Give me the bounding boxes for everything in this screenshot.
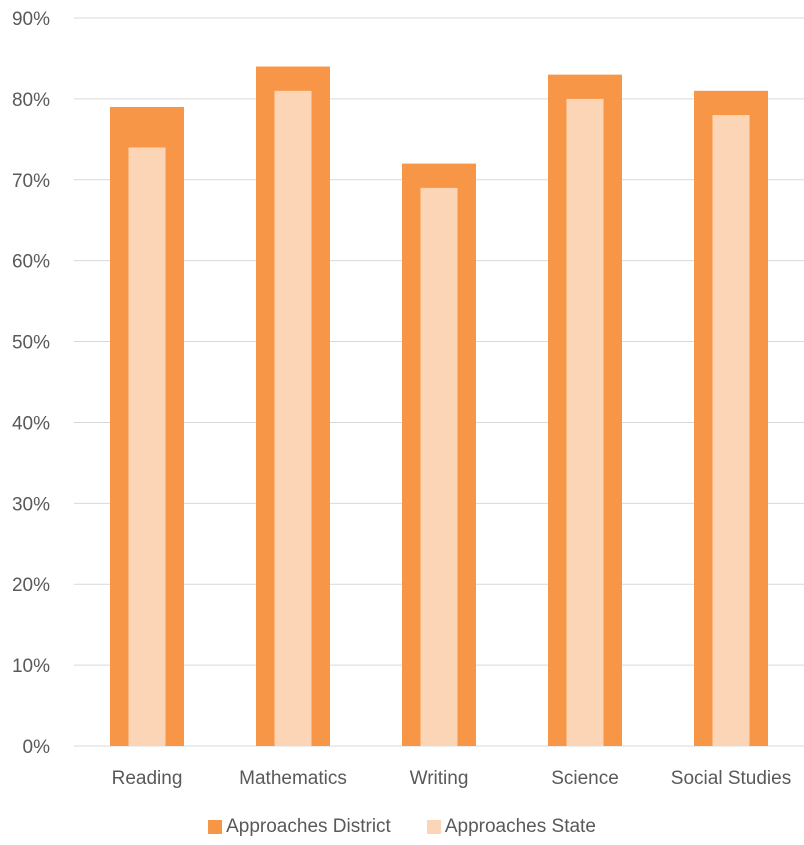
x-tick-label: Mathematics: [239, 768, 347, 789]
y-tick-label: 30%: [12, 494, 50, 515]
x-tick-label: Social Studies: [671, 768, 791, 789]
bar-chart: 0% 10% 20% 30% 40% 50% 60% 70% 80% 90% Reading Math…: [12, 9, 804, 789]
y-tick-label: 10%: [12, 656, 50, 677]
y-tick-label: 40%: [12, 413, 50, 434]
y-tick-label: 70%: [12, 171, 50, 192]
legend-swatch-state: [426, 820, 441, 834]
legend-swatch-district: [208, 820, 223, 834]
x-tick-label: Reading: [112, 768, 183, 789]
y-tick-label: 80%: [12, 90, 50, 111]
y-tick-label: 0%: [23, 737, 51, 758]
legend: Approaches District Approaches State: [0, 812, 804, 842]
bar-state-social-studies: [712, 115, 750, 747]
bar-state-science: [566, 98, 604, 746]
y-tick-label: 50%: [12, 333, 50, 354]
legend-label-district: Approaches District: [226, 816, 391, 837]
x-tick-label: Science: [551, 768, 619, 789]
y-tick-label: 90%: [12, 9, 50, 30]
legend-item-state: Approaches State: [426, 816, 596, 838]
legend-item-district: Approaches District: [208, 816, 391, 838]
x-tick-label: Writing: [410, 768, 469, 789]
y-tick-label: 20%: [12, 575, 50, 596]
bar-state-reading: [128, 147, 166, 746]
bar-state-writing: [420, 187, 458, 746]
bar-state-mathematics: [274, 90, 312, 747]
y-tick-label: 60%: [12, 252, 50, 273]
legend-label-state: Approaches State: [444, 816, 596, 837]
